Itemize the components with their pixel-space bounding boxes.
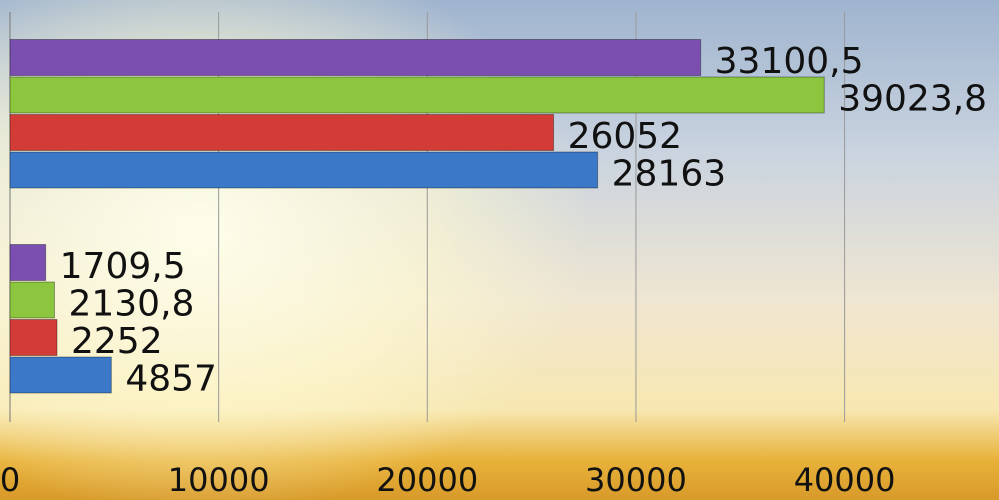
value-label: 1709,5 [60,246,186,287]
value-label: 28163 [612,153,727,194]
bar [9,76,825,114]
bar [9,319,58,356]
bar [9,151,599,189]
x-tick-label: 20000 [376,461,478,499]
bar [9,356,112,394]
bar [9,114,555,151]
value-label: 2252 [71,321,163,362]
value-label: 33100,5 [715,41,864,82]
x-tick-label: 40000 [794,461,896,499]
value-label: 2130,8 [68,283,194,324]
bar [9,39,702,76]
x-tick-label: 0 [0,461,20,499]
value-label: 26052 [568,116,683,157]
x-tick-label: 10000 [168,461,270,499]
bar [9,281,55,319]
value-label: 4857 [125,358,217,399]
x-tick-label: 30000 [585,461,687,499]
value-label: 39023,8 [838,78,987,119]
bar [9,244,47,281]
